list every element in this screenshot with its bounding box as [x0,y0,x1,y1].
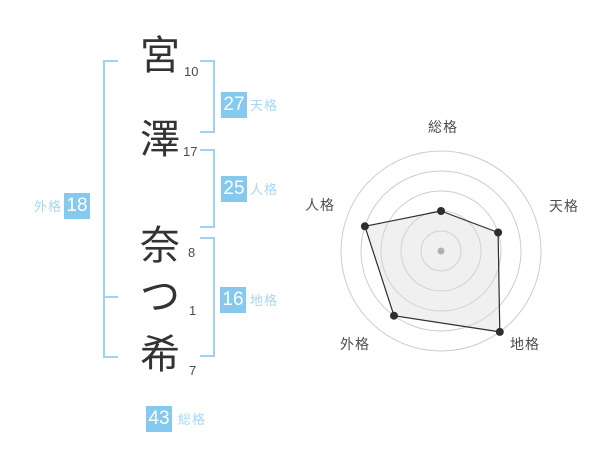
radar-data-polygon [364,210,501,333]
radar-grid-ring [340,150,542,352]
soukaku-value-badge: 43 [146,406,172,432]
radar-axis-label-jinkaku: 人格 [305,197,335,213]
radar-axis-label-chikaku: 地格 [510,336,540,352]
bracket-segment [213,237,215,357]
tenkaku-label: 天格 [250,98,279,113]
bracket-segment [213,149,215,228]
soukaku-label: 総格 [178,412,207,427]
jinkaku-label: 人格 [250,182,279,197]
radar-grid-ring [380,190,502,312]
gaikaku-label: 外格 [34,199,63,214]
stroke-count-1: 10 [184,64,199,79]
bracket-segment [103,60,118,62]
radar-data-point [495,327,504,336]
radar-axis-label-tenkaku: 天格 [549,198,579,214]
radar-grid-ring [420,230,462,272]
gaikaku-value-badge: 18 [64,193,90,219]
bracket-segment [103,356,118,358]
radar-data-point [360,222,369,231]
bracket-segment [200,355,215,357]
bracket-segment [103,296,118,298]
radar-axis-label-gaikaku: 外格 [340,336,370,352]
chikaku-label: 地格 [250,293,279,308]
radar-data-point [437,207,445,215]
radar-center-dot [437,247,445,255]
stroke-count-2: 17 [183,144,198,159]
name-char-5: 希 [140,333,180,377]
bracket-segment [200,237,215,239]
radar-chart [340,150,542,352]
stroke-count-3: 8 [188,245,196,260]
name-char-3: 奈 [140,224,180,268]
radar-data-point [390,311,398,320]
chikaku-value-badge: 16 [220,287,246,313]
jinkaku-value-badge: 25 [221,176,247,202]
tenkaku-value-badge: 27 [221,92,247,118]
bracket-segment [200,226,215,228]
bracket-segment [200,131,215,133]
radar-data-point [494,228,503,237]
radar-axis-label-soukaku: 総格 [428,119,458,135]
name-char-1: 宮 [140,34,180,78]
stroke-count-4: 1 [189,303,197,318]
name-char-2: 澤 [140,118,180,162]
bracket-segment [200,60,215,62]
stroke-count-5: 7 [189,363,197,378]
bracket-segment [200,149,215,151]
bracket-segment [103,60,105,358]
bracket-segment [213,60,215,133]
name-char-4: つ [140,275,180,319]
radar-grid-ring [360,170,522,332]
